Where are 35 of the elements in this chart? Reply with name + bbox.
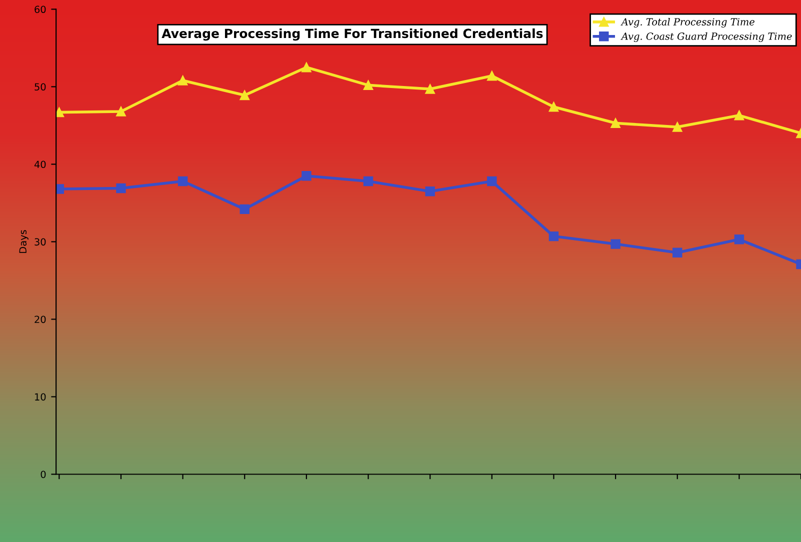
y-tick-label: 30 bbox=[34, 238, 46, 246]
point bbox=[425, 84, 435, 94]
point bbox=[548, 102, 559, 112]
text: Average Processing Time For Transitioned Credentials bbox=[162, 28, 543, 41]
y-tick-label: 0 bbox=[40, 470, 46, 478]
point bbox=[116, 106, 126, 116]
point bbox=[56, 107, 64, 118]
point bbox=[178, 76, 188, 86]
point bbox=[302, 62, 312, 72]
point bbox=[178, 176, 188, 186]
point bbox=[672, 248, 682, 258]
point bbox=[487, 176, 497, 186]
y-tick-label: 20 bbox=[34, 316, 46, 324]
point bbox=[548, 231, 559, 242]
point bbox=[734, 234, 744, 244]
point bbox=[425, 186, 435, 196]
point bbox=[240, 204, 250, 214]
point bbox=[363, 176, 374, 186]
legend-label: Avg. Coast Guard Processing Time bbox=[620, 32, 792, 42]
point bbox=[363, 80, 374, 90]
point bbox=[672, 122, 682, 132]
y-tick-label: 60 bbox=[34, 6, 46, 14]
point bbox=[610, 239, 620, 249]
point bbox=[116, 183, 126, 194]
y-tick-label: 10 bbox=[35, 393, 46, 401]
y-axis-title: Days bbox=[19, 230, 28, 253]
point bbox=[302, 170, 312, 181]
point bbox=[610, 118, 620, 128]
point bbox=[734, 110, 744, 120]
y-tick-label: 50 bbox=[34, 83, 46, 91]
point bbox=[240, 90, 250, 100]
point bbox=[56, 184, 64, 194]
point bbox=[487, 71, 497, 81]
y-tick-label: 40 bbox=[34, 160, 46, 168]
legend-label: Avg. Total Processing Time bbox=[620, 18, 754, 28]
